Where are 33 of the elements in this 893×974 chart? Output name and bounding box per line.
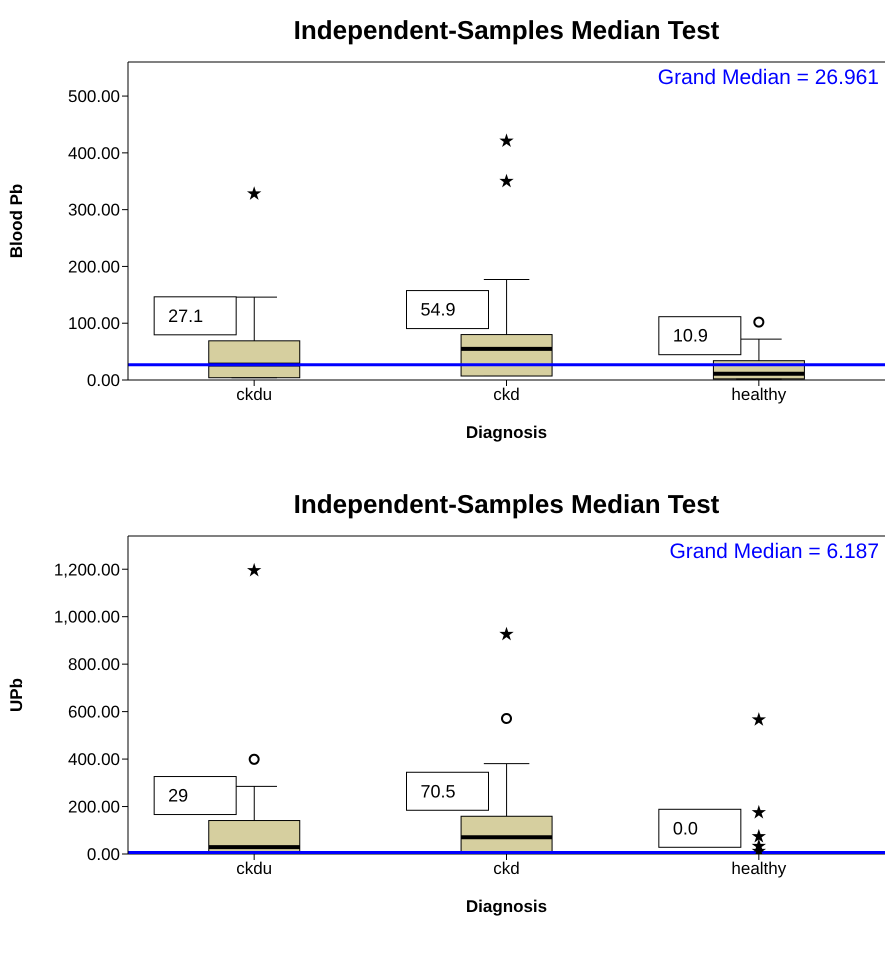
y-tick-label: 0.00 xyxy=(86,845,120,864)
x-tick-label: healthy xyxy=(731,859,787,878)
chart-title: Independent-Samples Median Test xyxy=(292,488,720,521)
y-tick-label: 800.00 xyxy=(68,655,120,674)
y-tick-label: 200.00 xyxy=(68,257,120,276)
annotation: 29 xyxy=(168,786,188,806)
annotation: 70.5 xyxy=(420,781,456,802)
y-tick-label: 1,000.00 xyxy=(54,608,120,627)
y-tick-label: 400.00 xyxy=(68,750,120,770)
annotation: 54.9 xyxy=(420,300,456,320)
y-tick-label: 500.00 xyxy=(68,87,120,106)
annotation: Grand Median = 26.961 xyxy=(658,66,879,89)
x-tick-label: ckd xyxy=(493,859,520,878)
x-tick-label: ckd xyxy=(493,385,520,404)
annotation: Grand Median = 6.187 xyxy=(669,540,879,563)
annotation: 10.9 xyxy=(672,326,708,346)
x-tick-label: ckdu xyxy=(236,859,272,878)
chart-title: Independent-Samples Median Test xyxy=(292,14,720,47)
x-axis-title: Diagnosis xyxy=(466,423,548,442)
y-tick-label: 600.00 xyxy=(68,702,120,722)
annotation: 0.0 xyxy=(672,818,698,838)
x-axis-title: Diagnosis xyxy=(466,897,548,916)
y-axis-title: Blood Pb xyxy=(7,184,26,258)
x-tick-label: healthy xyxy=(731,385,787,404)
y-tick-label: 1,200.00 xyxy=(54,560,120,580)
annotation: 27.1 xyxy=(168,306,204,326)
y-tick-label: 300.00 xyxy=(68,200,120,220)
y-tick-label: 400.00 xyxy=(68,144,120,163)
y-tick-label: 200.00 xyxy=(68,798,120,817)
y-tick-label: 100.00 xyxy=(68,314,120,334)
y-tick-label: 0.00 xyxy=(86,371,120,390)
x-tick-label: ckdu xyxy=(236,385,272,404)
y-axis-title: UPb xyxy=(7,678,26,712)
